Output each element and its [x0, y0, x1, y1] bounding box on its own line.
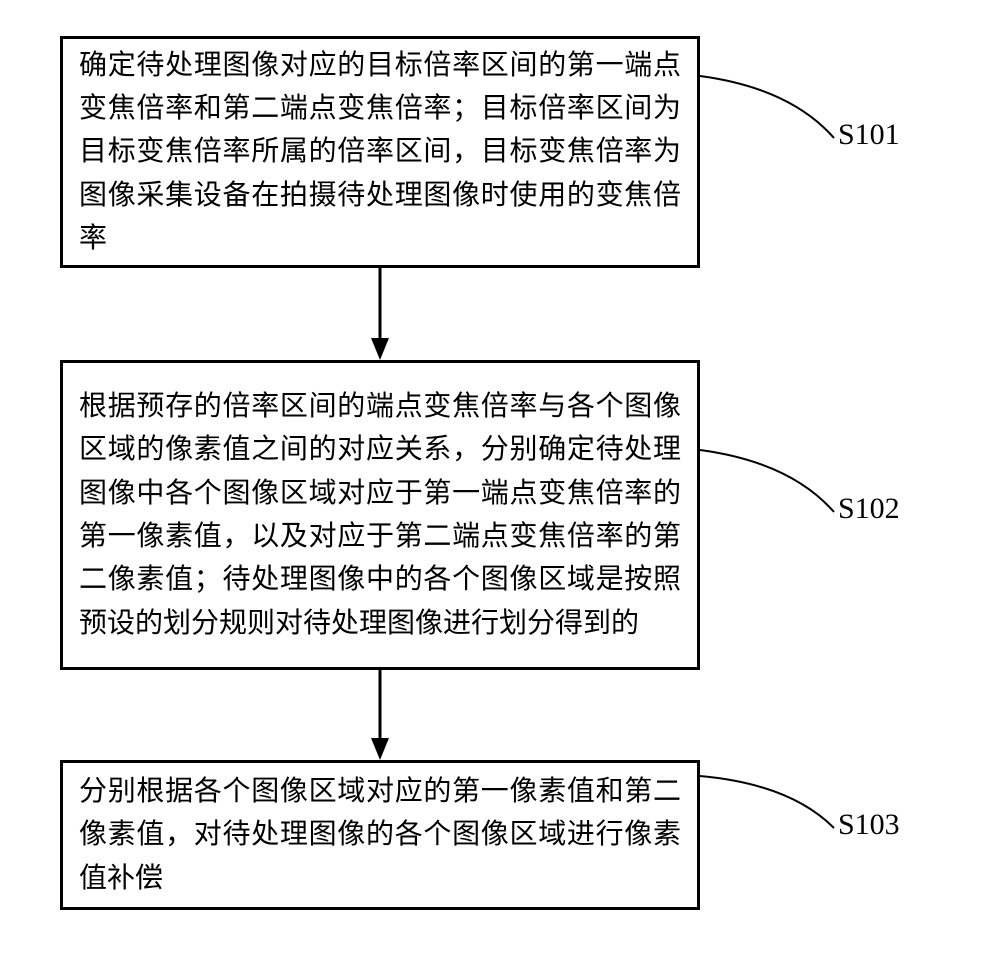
flow-arrow	[0, 0, 1000, 954]
flowchart-diagram: 确定待处理图像对应的目标倍率区间的第一端点变焦倍率和第二端点变焦倍率；目标倍率区…	[0, 0, 1000, 954]
